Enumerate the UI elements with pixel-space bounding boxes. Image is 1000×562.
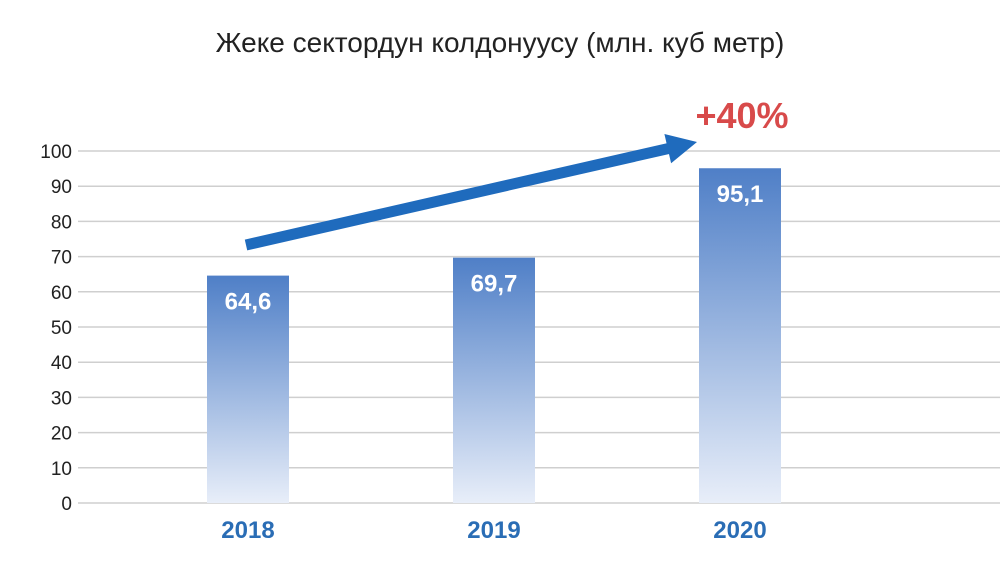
growth-annotation: +40% — [695, 95, 788, 136]
data-labels: 64,6 69,7 95,1 — [225, 181, 764, 315]
y-axis-ticks: 0 10 20 30 40 50 60 70 80 90 100 — [40, 142, 72, 515]
x-tick-label: 2020 — [713, 517, 766, 544]
x-tick-label: 2019 — [467, 517, 520, 544]
x-tick-label: 2018 — [221, 517, 274, 544]
y-tick-label: 80 — [51, 212, 72, 233]
y-tick-label: 90 — [51, 177, 72, 198]
y-tick-label: 100 — [40, 142, 72, 163]
y-tick-label: 20 — [51, 424, 72, 445]
bar-2019 — [453, 257, 535, 503]
bar-2018 — [207, 275, 289, 503]
y-tick-label: 10 — [51, 459, 72, 480]
y-tick-label: 60 — [51, 283, 72, 304]
y-tick-label: 30 — [51, 388, 72, 409]
y-tick-label: 70 — [51, 248, 72, 269]
data-label: 64,6 — [225, 289, 272, 316]
chart-title: Жеке сектордун колдонуусу (млн. куб метр… — [216, 27, 785, 58]
x-axis-ticks: 2018 2019 2020 — [221, 517, 766, 544]
data-label: 69,7 — [471, 271, 518, 298]
arrow-head — [664, 134, 697, 164]
arrow-shaft — [244, 142, 671, 251]
bar-2020 — [699, 168, 781, 504]
y-tick-label: 0 — [61, 494, 72, 515]
growth-arrow — [244, 134, 697, 251]
bars — [207, 168, 781, 504]
data-label: 95,1 — [717, 181, 764, 208]
y-tick-label: 50 — [51, 318, 72, 339]
y-tick-label: 40 — [51, 353, 72, 374]
